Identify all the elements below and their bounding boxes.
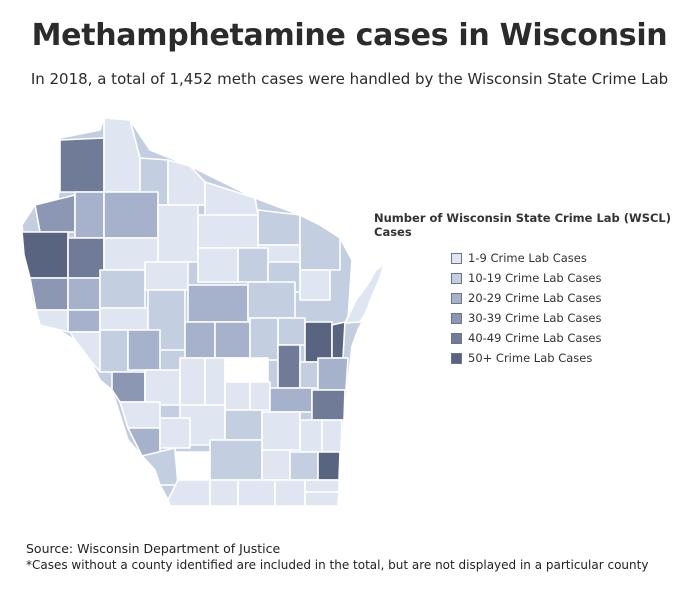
legend-label: 40-49 Crime Lab Cases <box>468 331 602 345</box>
county-door <box>344 263 385 324</box>
county-eau-claire <box>99 307 149 331</box>
county-grant <box>141 447 179 486</box>
county-taylor <box>144 261 189 291</box>
county-green <box>209 479 239 507</box>
county-shawano <box>247 281 296 319</box>
source-note: Source: Wisconsin Department of Justice <box>26 541 281 556</box>
county-dane <box>209 439 263 481</box>
county-wood <box>184 321 216 359</box>
county-trempealeau <box>99 329 129 373</box>
county-st-croix <box>29 277 69 311</box>
legend-title: Number of Wisconsin State Crime Lab (WSC… <box>374 211 672 239</box>
county-waukesha <box>289 451 319 481</box>
county-marathon <box>187 284 249 323</box>
county-outagamie <box>277 317 306 346</box>
county-lincoln <box>197 247 239 283</box>
county-polk <box>21 231 69 279</box>
county-kenosha <box>304 491 340 507</box>
map-title: Methamphetamine cases in Wisconsin <box>31 18 668 53</box>
county-burnett <box>34 194 76 233</box>
legend-label: 10-19 Crime Lab Cases <box>468 271 602 285</box>
county-sawyer <box>103 191 159 239</box>
county-buffalo <box>69 331 101 373</box>
county-kewaunee <box>331 321 346 359</box>
county-brown <box>304 321 333 363</box>
county-columbia <box>224 409 263 441</box>
county-chippewa <box>99 269 146 309</box>
county-washburn <box>74 191 105 239</box>
legend-item: 10-19 Crime Lab Cases <box>451 268 602 288</box>
county-milwaukee <box>317 451 341 481</box>
county-iowa <box>174 451 211 481</box>
county-la-crosse <box>111 371 146 403</box>
county-racine <box>304 479 340 493</box>
legend-item: 1-9 Crime Lab Cases <box>451 248 602 268</box>
legend-label: 1-9 Crime Lab Cases <box>468 251 587 265</box>
county-barron <box>67 237 105 279</box>
legend-swatch <box>451 252 462 264</box>
county-walworth <box>274 479 306 507</box>
county-dodge <box>261 411 301 451</box>
county-portage <box>214 321 251 359</box>
map-legend: 1-9 Crime Lab Cases 10-19 Crime Lab Cases… <box>451 248 602 368</box>
county-ozaukee <box>321 419 343 453</box>
county-fond-du-lac <box>269 387 313 413</box>
legend-swatch <box>451 312 462 324</box>
county-winnebago <box>277 344 301 389</box>
county-rock <box>237 479 276 507</box>
county-langlade <box>237 247 269 283</box>
county-lafayette <box>167 479 211 507</box>
county-douglas <box>59 137 105 193</box>
county-pepin <box>67 309 101 333</box>
county-washington <box>299 419 323 453</box>
county-monroe <box>144 369 181 406</box>
legend-item: 20-29 Crime Lab Cases <box>451 288 602 308</box>
legend-swatch <box>451 272 462 284</box>
county-waushara <box>224 357 269 383</box>
county-jefferson <box>261 449 291 481</box>
county-florence <box>257 209 301 246</box>
legend-item: 50+ Crime Lab Cases <box>451 348 602 368</box>
county-dunn <box>67 277 101 311</box>
legend-swatch <box>451 332 462 344</box>
county-vernon <box>119 401 161 429</box>
county-sheboygan <box>311 389 346 421</box>
legend-label: 20-29 Crime Lab Cases <box>468 291 602 305</box>
county-pierce <box>35 309 69 333</box>
legend-label: 30-39 Crime Lab Cases <box>468 311 602 325</box>
legend-swatch <box>451 292 462 304</box>
county-oneida <box>197 214 259 249</box>
county-waupaca <box>249 317 279 361</box>
legend-label: 50+ Crime Lab Cases <box>468 351 593 365</box>
map-subtitle: In 2018, a total of 1,452 meth cases wer… <box>30 70 669 88</box>
county-oconto <box>299 269 331 301</box>
county-adams <box>204 357 226 406</box>
county-richland <box>159 417 191 449</box>
county-juneau <box>179 357 206 406</box>
county-green-lake <box>249 381 271 411</box>
legend-item: 40-49 Crime Lab Cases <box>451 328 602 348</box>
county-marquette <box>224 381 251 411</box>
legend-item: 30-39 Crime Lab Cases <box>451 308 602 328</box>
county-iron <box>167 159 206 206</box>
legend-swatch <box>451 352 462 364</box>
county-manitowoc <box>317 357 349 391</box>
footnote: *Cases without a county identified are i… <box>26 558 649 572</box>
county-marinette <box>299 214 341 271</box>
county-calumet <box>299 361 319 389</box>
county-jackson <box>127 329 161 371</box>
county-price <box>157 204 199 263</box>
